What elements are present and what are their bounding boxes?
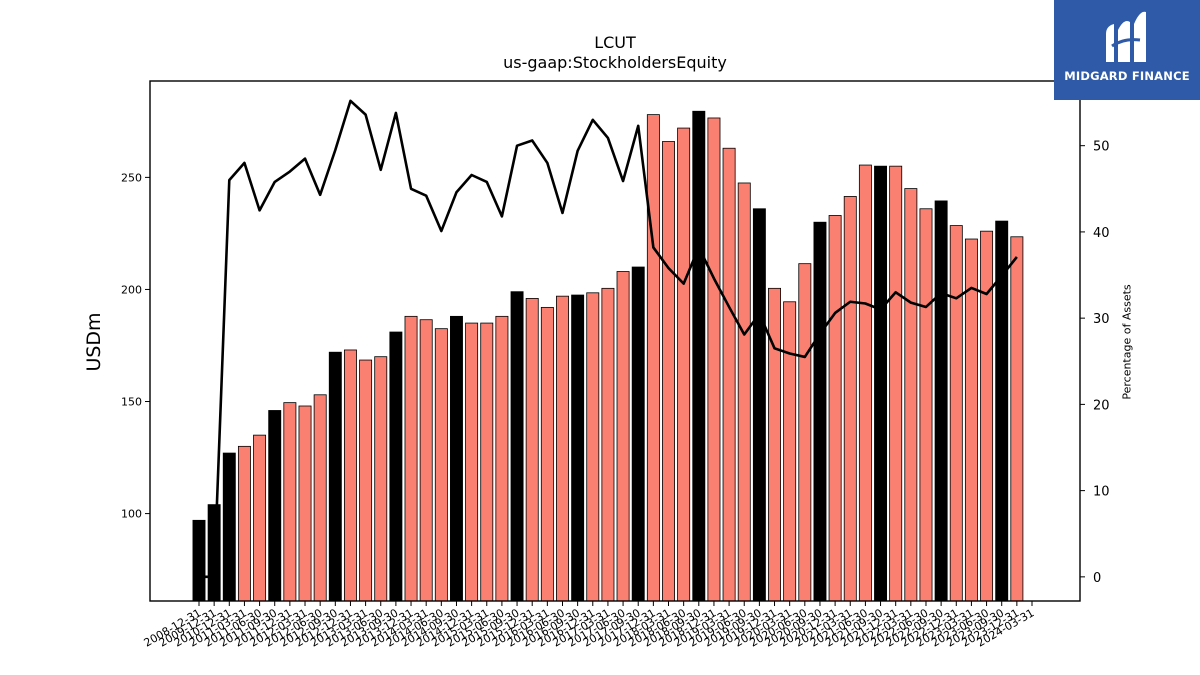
y2-tick-label: 10 xyxy=(1093,485,1110,500)
y-tick-label: 100 xyxy=(121,508,142,521)
y2-tick-label: 50 xyxy=(1093,140,1110,155)
bar-2017-12-31 xyxy=(646,114,660,602)
bar-2020-12-31 xyxy=(828,215,842,602)
bar-2021-12-31 xyxy=(889,165,903,602)
bar-2014-06-30 xyxy=(434,328,448,602)
bar-2020-06-30 xyxy=(798,263,812,602)
logo-mark-icon xyxy=(1106,11,1146,62)
chart-subtitle: us-gaap:StockholdersEquity xyxy=(503,53,727,72)
bar-2010-12-31 xyxy=(222,452,236,602)
plot-area-frame xyxy=(149,80,1081,602)
bar-2015-09-30 xyxy=(510,291,524,602)
right-axis: 0 10 20 30 40 50 xyxy=(1080,140,1110,586)
bar-2021-06-30 xyxy=(858,164,872,602)
y-tick-label: 250 xyxy=(121,171,142,184)
bar-2014-03-31 xyxy=(419,319,433,602)
bar-2018-06-30 xyxy=(677,127,691,602)
y-axis-label: USDm xyxy=(83,312,105,372)
left-axis: 100 150 200 250 xyxy=(121,171,150,521)
bar-2011-09-30 xyxy=(268,410,282,602)
bar-2012-12-31 xyxy=(343,349,357,602)
bar-2011-12-31 xyxy=(283,402,297,602)
bar-2023-03-31 xyxy=(964,238,978,602)
bar-2020-03-31 xyxy=(783,301,797,602)
x-axis: 2008-12-312009-12-312010-12-312011-03-31… xyxy=(142,601,1037,650)
bar-2013-12-31 xyxy=(404,315,418,602)
bar-2014-12-31 xyxy=(465,322,479,602)
bar-2017-03-31 xyxy=(601,287,615,602)
y-tick-label: 200 xyxy=(121,283,142,296)
bar-2018-12-31 xyxy=(707,117,721,602)
bar-2021-09-30 xyxy=(874,165,888,602)
y-tick-label: 150 xyxy=(121,396,142,409)
y2-tick-label: 40 xyxy=(1093,226,1110,241)
bar-2018-09-30 xyxy=(692,110,706,602)
bar-2019-03-31 xyxy=(722,147,736,602)
bar-2013-03-31 xyxy=(359,359,373,602)
bar-2017-06-30 xyxy=(616,271,630,602)
percentage-of-assets-line xyxy=(199,99,1018,579)
bar-2017-09-30 xyxy=(631,266,645,602)
bar-2019-06-30 xyxy=(737,182,751,602)
bar-2012-06-30 xyxy=(313,394,327,602)
bar-2022-06-30 xyxy=(919,208,933,602)
bar-2013-06-30 xyxy=(374,356,388,602)
y2-tick-label: 20 xyxy=(1093,398,1110,413)
y2-tick-label: 30 xyxy=(1093,312,1110,327)
bar-2019-09-30 xyxy=(752,208,766,602)
bar-2012-09-30 xyxy=(328,351,342,602)
bar-2022-12-31 xyxy=(949,225,963,602)
bar-2016-12-31 xyxy=(586,292,600,602)
line-layer xyxy=(199,99,1018,579)
bar-2015-06-30 xyxy=(495,315,509,602)
bar-2012-03-31 xyxy=(298,405,312,602)
bar-2015-03-31 xyxy=(480,322,494,602)
logo-text: MIDGARD FINANCE xyxy=(1064,69,1190,83)
y2-tick-label: 0 xyxy=(1093,571,1101,586)
bar-2023-12-31 xyxy=(1010,236,1024,602)
bar-2015-12-31 xyxy=(525,298,539,602)
bar-2022-09-30 xyxy=(934,200,948,602)
bar-2021-03-31 xyxy=(843,196,857,602)
bar-2016-03-31 xyxy=(540,306,554,602)
bar-2022-03-31 xyxy=(904,188,918,602)
bar-2014-09-30 xyxy=(450,315,463,602)
bar-2011-03-31 xyxy=(237,445,251,602)
bar-2019-12-31 xyxy=(768,287,781,602)
brand-logo: MIDGARD FINANCE xyxy=(1054,0,1200,100)
bar-2023-06-30 xyxy=(980,230,994,602)
bar-2016-06-30 xyxy=(556,295,569,602)
chart-title: LCUT xyxy=(594,33,636,52)
bar-2016-09-30 xyxy=(571,294,585,602)
bar-2013-09-30 xyxy=(389,331,403,602)
bar-2018-03-31 xyxy=(662,141,675,602)
y2-axis-label: Percentage of Assets xyxy=(1120,284,1134,400)
bar-layer xyxy=(192,110,1024,602)
bar-2020-09-30 xyxy=(813,221,827,602)
bar-2008-12-31 xyxy=(192,519,206,602)
bar-2023-09-30 xyxy=(995,220,1009,602)
bar-2011-06-30 xyxy=(253,434,267,602)
